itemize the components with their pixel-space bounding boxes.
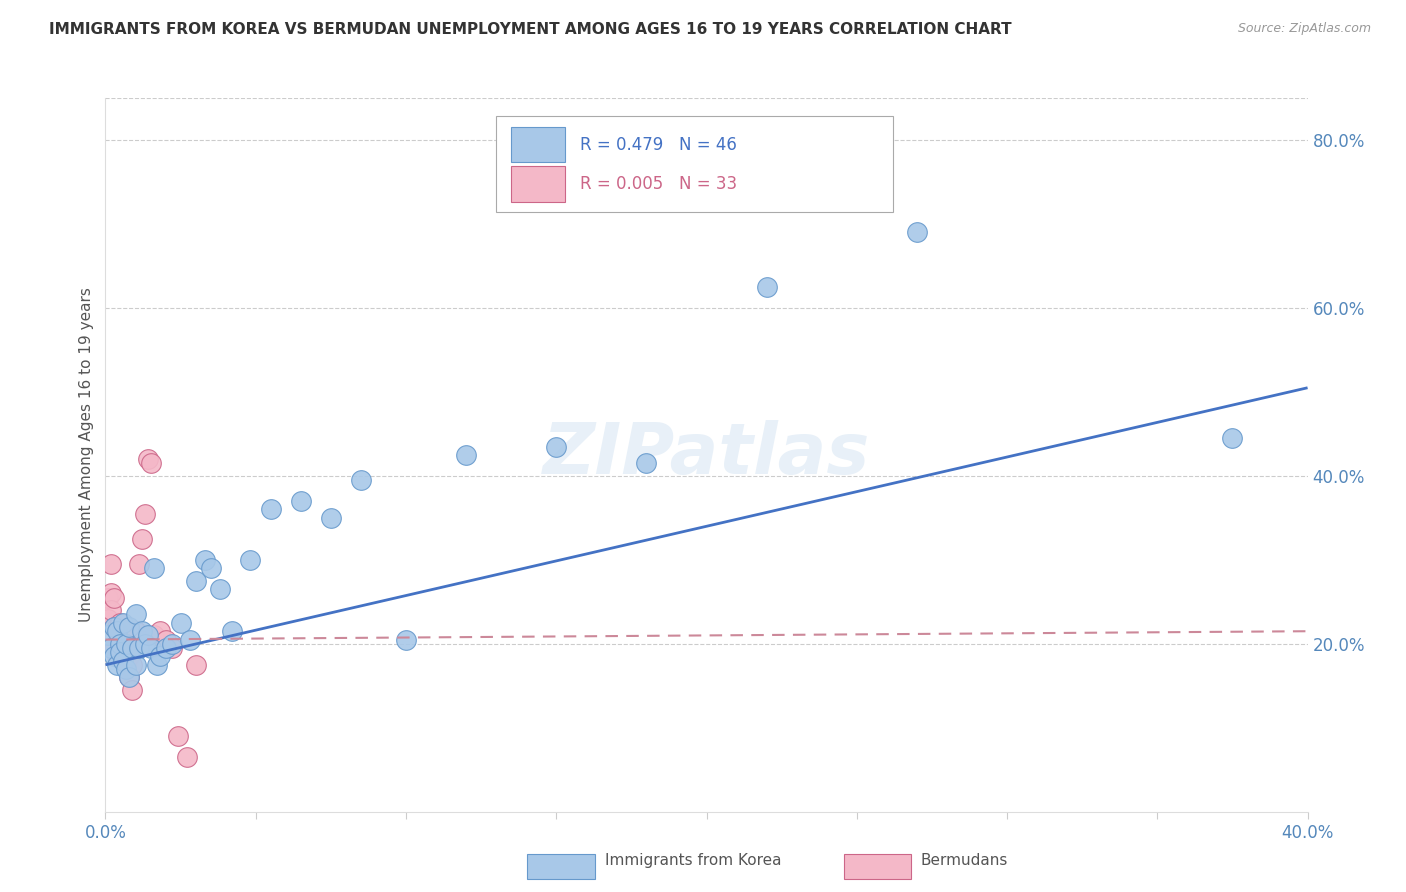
FancyBboxPatch shape [510,166,565,202]
Point [103,620,125,634]
Text: Source: ZipAtlas.com: Source: ZipAtlas.com [1237,22,1371,36]
Point [260,502,283,516]
FancyBboxPatch shape [510,127,565,162]
Point [107,620,129,634]
Point [755,280,778,294]
Point [100,603,122,617]
Point [100,557,122,571]
Point [134,637,156,651]
Point [239,553,262,567]
Point [112,624,135,639]
Point [155,632,177,647]
Point [118,620,141,634]
Point [208,582,231,597]
Point [139,456,162,470]
Point [169,615,191,630]
Point [103,640,125,655]
Point [160,640,183,655]
Text: ZIPatlas: ZIPatlas [543,420,870,490]
Point [155,640,177,655]
Point [221,624,243,639]
Point [184,574,207,588]
FancyBboxPatch shape [496,116,893,212]
Point [103,620,125,634]
Point [112,615,135,630]
Point [128,640,150,655]
Point [115,662,138,676]
Point [395,632,418,647]
Point [636,456,658,470]
Y-axis label: Unemployment Among Ages 16 to 19 years: Unemployment Among Ages 16 to 19 years [79,287,94,623]
Point [115,637,138,651]
Point [131,532,153,546]
Point [319,511,342,525]
Point [194,553,217,567]
Point [121,683,143,698]
Text: IMMIGRANTS FROM KOREA VS BERMUDAN UNEMPLOYMENT AMONG AGES 16 TO 19 YEARS CORRELA: IMMIGRANTS FROM KOREA VS BERMUDAN UNEMPL… [49,22,1012,37]
Point [124,657,146,672]
Point [136,452,159,467]
Point [139,640,162,655]
Point [142,628,165,642]
Point [97,628,120,642]
Text: R = 0.479   N = 46: R = 0.479 N = 46 [581,136,737,153]
Point [124,607,146,622]
Point [290,494,312,508]
Point [148,624,170,639]
Point [107,657,129,672]
Point [110,640,132,655]
Point [100,586,122,600]
Point [118,649,141,664]
Point [148,649,170,664]
Point [100,640,122,655]
Text: R = 0.005   N = 33: R = 0.005 N = 33 [581,175,737,193]
Point [128,557,150,571]
Point [112,654,135,668]
Point [134,507,156,521]
Point [546,440,568,454]
Point [200,561,222,575]
Point [118,670,141,684]
Point [103,649,125,664]
Point [176,750,198,764]
Point [905,226,928,240]
Point [110,645,132,659]
Point [142,561,165,575]
Point [103,591,125,605]
Point [121,657,143,672]
Point [107,624,129,639]
Point [160,637,183,651]
Point [131,624,153,639]
Text: Bermudans: Bermudans [921,854,1008,868]
Point [1222,431,1244,445]
Point [97,591,120,605]
Point [350,473,373,487]
Point [107,649,129,664]
Point [118,670,141,684]
Point [110,615,132,630]
Point [115,657,138,672]
Point [136,628,159,642]
Point [97,612,120,626]
Point [145,657,167,672]
Point [454,448,477,462]
Point [184,657,207,672]
Point [115,637,138,651]
Point [179,632,201,647]
Point [110,637,132,651]
Point [124,624,146,639]
Point [121,640,143,655]
Point [112,649,135,664]
Point [166,729,188,743]
Text: Immigrants from Korea: Immigrants from Korea [605,854,782,868]
